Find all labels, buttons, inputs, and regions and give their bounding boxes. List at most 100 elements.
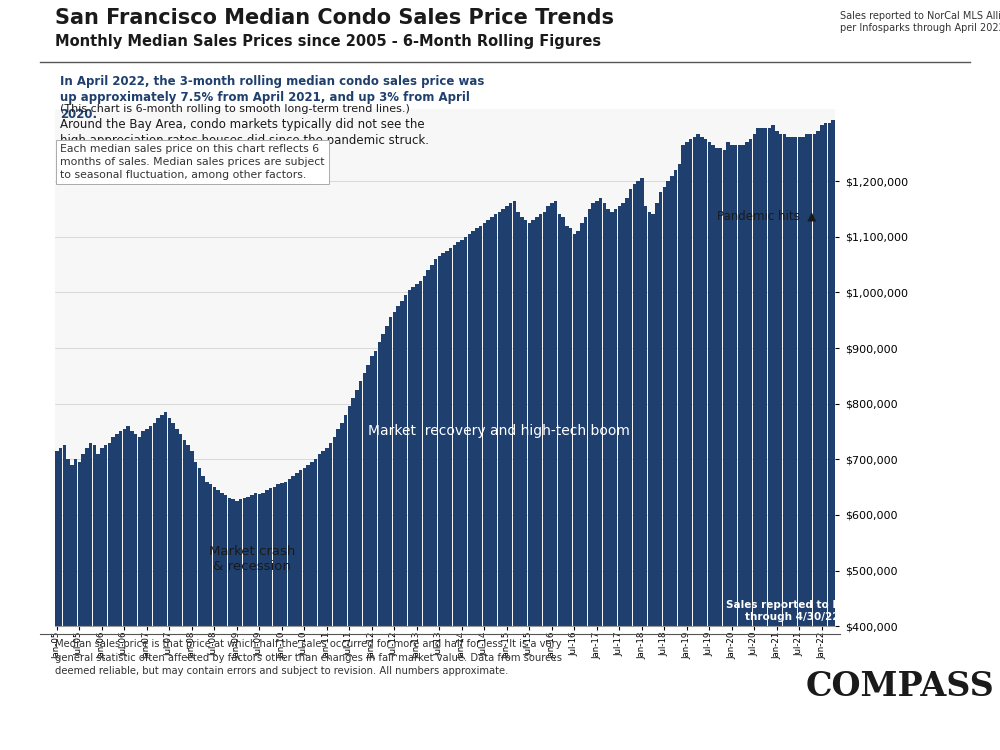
- Bar: [531, 220, 535, 750]
- Bar: [299, 470, 302, 750]
- Bar: [603, 203, 606, 750]
- Bar: [164, 412, 167, 750]
- Bar: [449, 248, 452, 750]
- Bar: [693, 136, 696, 750]
- Bar: [385, 326, 389, 750]
- Bar: [183, 440, 186, 750]
- Bar: [723, 151, 726, 750]
- Text: In April 2022, the 3-month rolling median condo sales price was
up approximately: In April 2022, the 3-month rolling media…: [60, 75, 484, 121]
- Bar: [235, 501, 239, 750]
- Bar: [734, 145, 737, 750]
- Bar: [618, 206, 621, 750]
- Bar: [160, 415, 164, 750]
- Bar: [70, 465, 74, 750]
- Bar: [93, 446, 96, 750]
- Bar: [528, 223, 531, 750]
- Text: San Francisco Median Condo Sales Price Trends: San Francisco Median Condo Sales Price T…: [55, 8, 614, 28]
- Bar: [696, 134, 700, 750]
- Bar: [700, 136, 704, 750]
- Text: Market  recovery and high-tech boom: Market recovery and high-tech boom: [368, 424, 630, 439]
- Bar: [205, 482, 209, 750]
- Bar: [479, 226, 482, 750]
- Bar: [269, 488, 272, 750]
- Bar: [228, 498, 231, 750]
- Bar: [704, 140, 707, 750]
- Text: Monthly Median Sales Prices since 2005 - 6-Month Rolling Figures: Monthly Median Sales Prices since 2005 -…: [55, 34, 601, 49]
- Bar: [486, 220, 490, 750]
- Bar: [66, 459, 70, 750]
- Bar: [824, 123, 827, 750]
- Bar: [374, 351, 377, 750]
- Bar: [513, 200, 516, 750]
- Bar: [809, 134, 812, 750]
- Bar: [441, 254, 445, 750]
- Bar: [644, 206, 647, 750]
- Bar: [614, 209, 617, 750]
- Bar: [344, 415, 347, 750]
- Bar: [505, 206, 509, 750]
- Bar: [438, 256, 441, 750]
- Bar: [123, 429, 126, 750]
- Bar: [348, 406, 351, 750]
- Bar: [828, 123, 831, 750]
- Bar: [396, 306, 400, 750]
- Bar: [745, 142, 749, 750]
- Bar: [314, 459, 317, 750]
- Bar: [471, 231, 475, 750]
- Bar: [805, 134, 809, 750]
- Bar: [78, 462, 81, 750]
- Bar: [108, 442, 111, 750]
- Bar: [659, 192, 662, 750]
- Bar: [783, 134, 786, 750]
- Bar: [599, 198, 602, 750]
- Bar: [415, 284, 419, 750]
- Bar: [434, 259, 437, 750]
- Bar: [258, 494, 261, 750]
- Bar: [243, 498, 246, 750]
- Bar: [543, 211, 546, 750]
- Bar: [306, 465, 310, 750]
- Text: Sales reported to NorCal MLS Alliance,
per Infosparks through April 2022: Sales reported to NorCal MLS Alliance, p…: [840, 11, 1000, 33]
- Bar: [820, 125, 824, 750]
- Bar: [366, 364, 370, 750]
- Bar: [134, 434, 137, 750]
- Bar: [198, 468, 201, 750]
- Bar: [726, 142, 730, 750]
- Bar: [494, 214, 497, 750]
- Bar: [663, 187, 666, 750]
- Bar: [321, 451, 325, 750]
- Bar: [464, 237, 467, 750]
- Bar: [213, 488, 216, 750]
- Bar: [351, 398, 355, 750]
- Bar: [291, 476, 295, 750]
- Bar: [408, 290, 411, 750]
- Bar: [149, 426, 152, 750]
- Bar: [768, 128, 771, 750]
- Bar: [775, 131, 779, 750]
- Bar: [411, 286, 415, 750]
- Bar: [460, 239, 464, 750]
- Bar: [288, 478, 291, 750]
- Bar: [389, 317, 392, 750]
- Bar: [423, 276, 426, 750]
- Bar: [674, 170, 677, 750]
- Bar: [738, 145, 741, 750]
- Bar: [153, 423, 156, 750]
- Bar: [404, 296, 407, 750]
- Bar: [591, 203, 595, 750]
- Bar: [329, 442, 332, 750]
- Bar: [370, 356, 374, 750]
- Bar: [558, 214, 561, 750]
- Text: Each median sales price on this chart reflects 6
months of sales. Median sales p: Each median sales price on this chart re…: [60, 144, 324, 179]
- Bar: [588, 209, 591, 750]
- Bar: [336, 429, 340, 750]
- Bar: [104, 446, 107, 750]
- Text: Pandemic hits  ▲: Pandemic hits ▲: [717, 210, 816, 223]
- Bar: [786, 136, 790, 750]
- Bar: [138, 437, 141, 750]
- Bar: [85, 448, 89, 750]
- Bar: [63, 446, 66, 750]
- Bar: [55, 451, 59, 750]
- Bar: [141, 431, 145, 750]
- Bar: [74, 459, 77, 750]
